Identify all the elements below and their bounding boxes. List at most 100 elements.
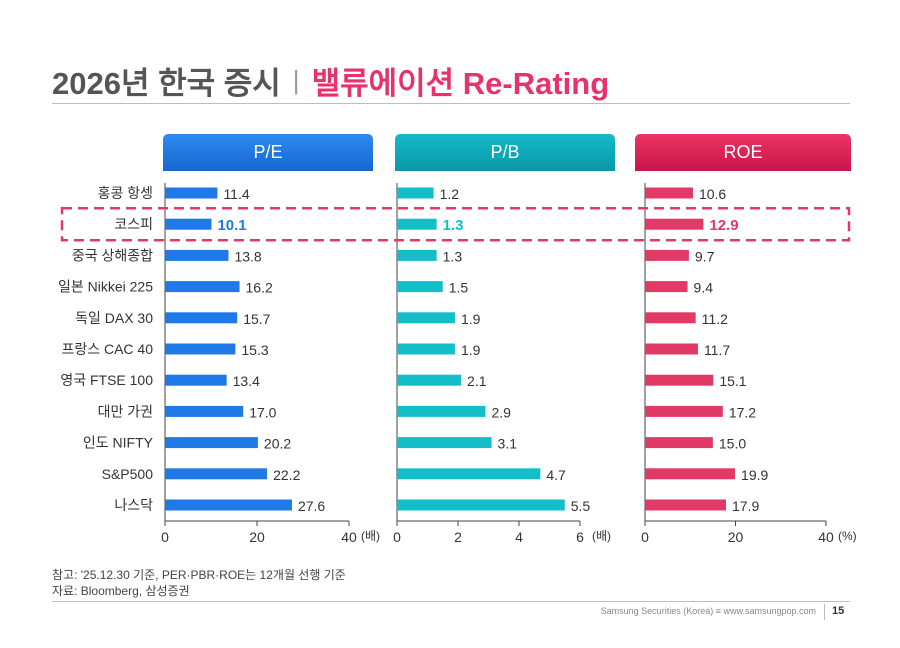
category-label: 독일 DAX 30 (75, 310, 153, 326)
roe-bar (645, 187, 693, 199)
category-label: 나스닥 (114, 497, 153, 513)
roe-value-label: 17.9 (732, 498, 759, 514)
page-number: 15 (832, 605, 845, 617)
pb-bar (397, 405, 486, 417)
pb-value-label: 1.3 (443, 217, 464, 234)
pb-value-label: 1.9 (461, 342, 481, 358)
roe-value-label: 12.9 (709, 217, 738, 234)
roe-bar (645, 374, 714, 386)
pb-value-label: 1.2 (440, 186, 460, 202)
pb-value-label: 2.1 (467, 373, 487, 389)
pe-tick-label: 0 (161, 529, 169, 545)
pb-value-label: 5.5 (571, 498, 591, 514)
roe-tick-label: 40 (818, 529, 834, 545)
title-divider (52, 103, 850, 104)
pe-tick-label: 20 (249, 529, 265, 545)
pb-bar (397, 249, 437, 261)
title-main: 2026년 한국 증시 (52, 65, 281, 101)
pb-bar (397, 343, 455, 355)
pb-value-label: 1.5 (449, 280, 469, 296)
pb-tick-label: 2 (454, 529, 462, 545)
pb-tick-label: 0 (393, 529, 401, 545)
roe-bar (645, 499, 726, 511)
page-title: 2026년 한국 증시 | 밸류에이션 Re-Rating (52, 60, 610, 101)
pb-bar (397, 312, 455, 324)
pe-bar (165, 218, 212, 230)
pe-bar (165, 468, 268, 480)
pb-value-label: 1.9 (461, 311, 481, 327)
pb-value-label: 2.9 (491, 404, 511, 420)
roe-bar (645, 249, 689, 261)
roe-bar (645, 437, 713, 449)
category-label: S&P500 (102, 466, 154, 482)
roe-value-label: 11.7 (704, 342, 730, 358)
roe-value-label: 17.2 (729, 404, 756, 420)
pb-tick-label: 6 (576, 529, 584, 545)
footer-divider (52, 601, 850, 602)
pb-bar (397, 499, 565, 511)
category-label: 대만 가권 (98, 403, 153, 419)
footer-page-divider (824, 604, 825, 620)
pe-bar (165, 437, 258, 449)
roe-bar (645, 405, 723, 417)
pb-bar (397, 374, 462, 386)
roe-value-label: 19.9 (741, 467, 768, 483)
category-label: 인도 NIFTY (83, 435, 154, 451)
pb-value-label: 4.7 (546, 467, 566, 483)
pe-value-label: 13.4 (233, 373, 260, 389)
category-label: 영국 FTSE 100 (60, 372, 153, 388)
pe-bar (165, 405, 244, 417)
pe-unit-label: (배) (361, 529, 380, 543)
pe-tick-label: 40 (341, 529, 357, 545)
title-separator: | (292, 64, 300, 95)
footnotes: 참고: '25.12.30 기준, PER·PBR·ROE는 12개월 선행 기… (52, 567, 346, 599)
pe-value-label: 16.2 (246, 280, 273, 296)
category-label: 중국 상해종합 (72, 247, 153, 263)
pe-value-label: 20.2 (264, 436, 291, 452)
pb-panel-header: P/B (395, 134, 615, 171)
pb-unit-label: (배) (592, 529, 611, 543)
pe-value-label: 11.4 (223, 186, 249, 202)
roe-value-label: 15.1 (719, 373, 746, 389)
roe-value-label: 11.2 (702, 311, 728, 327)
pb-bar (397, 468, 541, 480)
pe-value-label: 10.1 (217, 217, 246, 234)
pe-panel-header: P/E (163, 134, 373, 171)
pe-value-label: 13.8 (234, 248, 261, 264)
roe-value-label: 10.6 (699, 186, 726, 202)
pe-bar (165, 249, 229, 261)
pe-value-label: 17.0 (249, 404, 276, 420)
category-label: 홍콩 항셍 (98, 185, 153, 201)
pe-bar (165, 343, 236, 355)
roe-value-label: 9.4 (694, 280, 714, 296)
pe-bar (165, 312, 238, 324)
pe-value-label: 22.2 (273, 467, 300, 483)
roe-bar (645, 468, 736, 480)
pe-bar (165, 281, 240, 293)
roe-bar (645, 312, 696, 324)
pb-bar (397, 187, 434, 199)
note-source: 자료: Bloomberg, 삼성증권 (52, 584, 190, 598)
pe-value-label: 15.3 (241, 342, 268, 358)
category-label: 코스피 (114, 216, 153, 232)
kospi-highlight-box (60, 206, 851, 242)
pb-tick-label: 4 (515, 529, 523, 545)
roe-value-label: 9.7 (695, 248, 715, 264)
note-basis: 참고: '25.12.30 기준, PER·PBR·ROE는 12개월 선행 기… (52, 568, 346, 582)
roe-unit-label: (%) (838, 529, 857, 543)
roe-bar (645, 343, 698, 355)
category-label: 일본 Nikkei 225 (58, 279, 153, 295)
pb-value-label: 3.1 (498, 436, 518, 452)
pe-value-label: 27.6 (298, 498, 325, 514)
title-accent: 밸류에이션 Re-Rating (311, 65, 610, 101)
pb-bar (397, 281, 443, 293)
roe-value-label: 15.0 (719, 436, 746, 452)
roe-bar (645, 281, 688, 293)
roe-panel-header: ROE (635, 134, 851, 171)
roe-bar (645, 218, 704, 230)
pb-value-label: 1.3 (443, 248, 463, 264)
category-label: 프랑스 CAC 40 (61, 341, 153, 357)
pe-value-label: 15.7 (243, 311, 270, 327)
pb-bar (397, 218, 437, 230)
